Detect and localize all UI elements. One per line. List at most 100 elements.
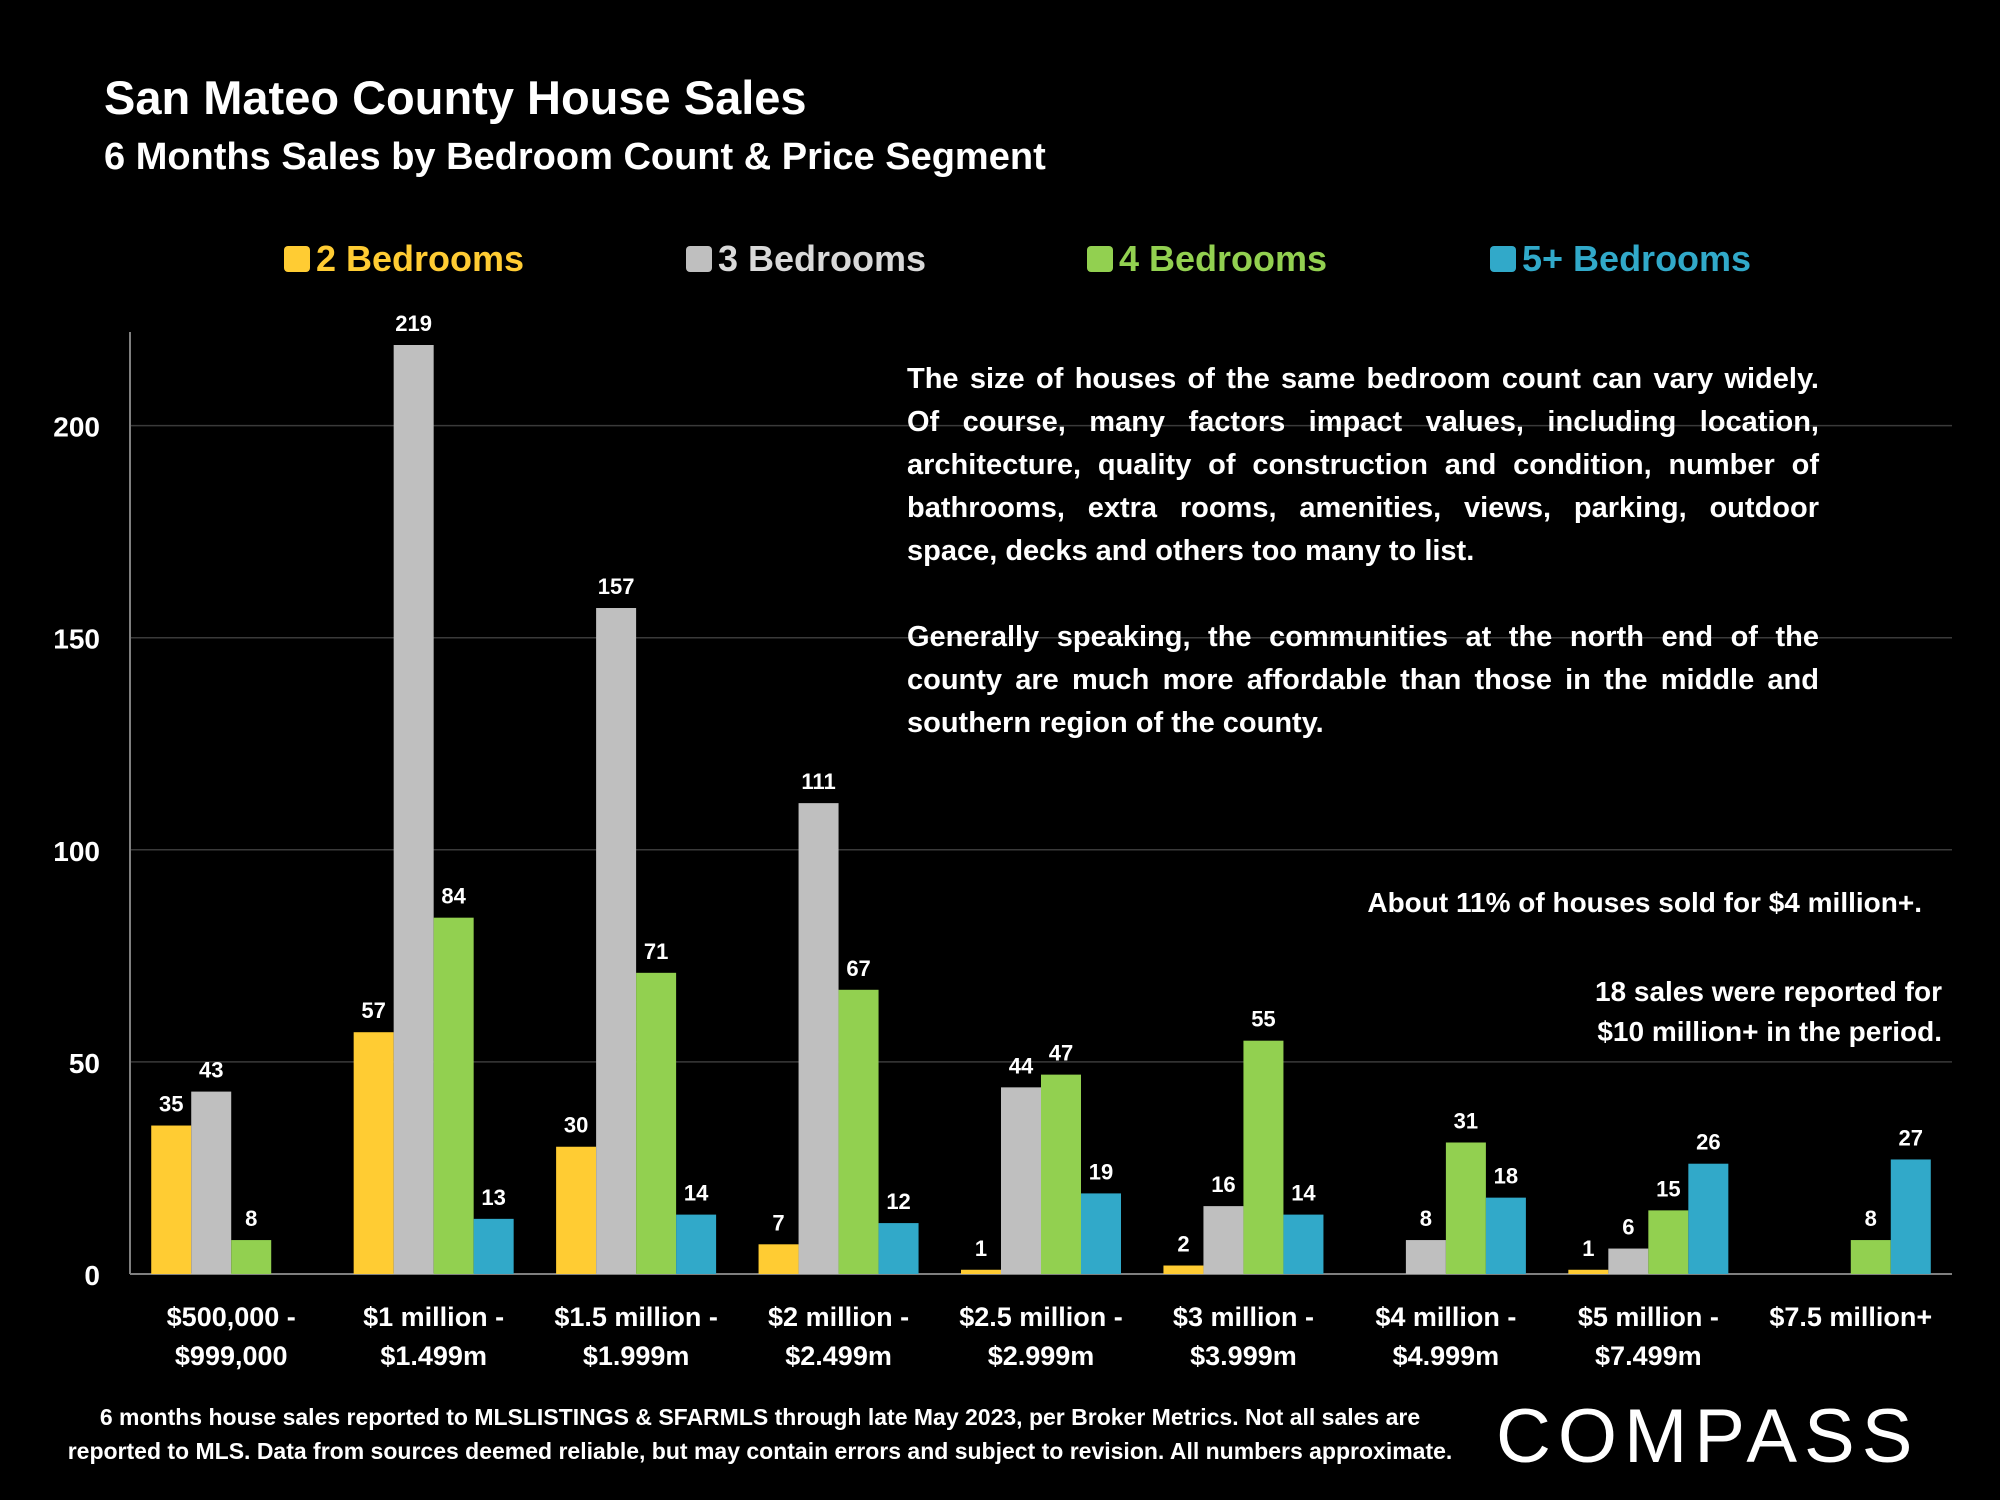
bar <box>1608 1248 1649 1274</box>
y-tick-label: 0 <box>84 1260 100 1291</box>
data-label: 2 <box>1177 1232 1189 1257</box>
bar <box>1445 1142 1486 1274</box>
data-label: 15 <box>1656 1176 1680 1201</box>
bar <box>353 1032 394 1274</box>
data-label: 219 <box>395 311 432 336</box>
x-tick-label: $3.999m <box>1190 1341 1297 1371</box>
x-tick-label: $2 million - <box>768 1302 909 1332</box>
x-tick-label: $4.999m <box>1393 1341 1500 1371</box>
x-tick-label: $2.499m <box>785 1341 892 1371</box>
data-label: 1 <box>975 1236 987 1261</box>
bar <box>758 1244 799 1274</box>
x-tick-label: $2.999m <box>988 1341 1095 1371</box>
data-label: 12 <box>886 1189 910 1214</box>
legend-swatch <box>1490 246 1516 272</box>
bar <box>556 1146 597 1274</box>
footnote-line: 6 months house sales reported to MLSLIST… <box>99 1404 1421 1430</box>
bar <box>838 989 879 1274</box>
bar <box>433 917 474 1274</box>
data-label: 13 <box>481 1185 505 1210</box>
data-label: 30 <box>564 1113 588 1138</box>
compass-logo: COMPASS <box>1496 1394 1920 1479</box>
annotation-note: 18 sales were reported for $10 million+ … <box>1595 972 1942 1052</box>
data-label: 44 <box>1009 1053 1034 1078</box>
annotation-text-block: The size of houses of the same bedroom c… <box>907 358 1819 788</box>
y-tick-label: 100 <box>53 836 100 867</box>
legend-label: 3 Bedrooms <box>718 238 927 279</box>
bar <box>1485 1197 1526 1274</box>
chart-subtitle: 6 Months Sales by Bedroom Count & Price … <box>104 136 1046 178</box>
bar <box>1688 1163 1729 1274</box>
legend-item-4-bedrooms: 4 Bedrooms <box>1087 238 1327 280</box>
bar <box>1203 1206 1244 1274</box>
data-label: 71 <box>644 939 668 964</box>
bar <box>473 1218 514 1274</box>
data-label: 8 <box>245 1206 257 1231</box>
data-label: 14 <box>684 1181 709 1206</box>
bar <box>1850 1240 1891 1274</box>
bar <box>151 1125 192 1274</box>
data-label: 47 <box>1049 1041 1073 1066</box>
legend-item-2-bedrooms: 2 Bedrooms <box>284 238 524 280</box>
x-tick-label: $2.5 million - <box>959 1302 1123 1332</box>
data-label: 31 <box>1454 1108 1478 1133</box>
data-label: 35 <box>159 1092 183 1117</box>
data-label: 1 <box>1582 1236 1594 1261</box>
legend-swatch <box>1087 246 1113 272</box>
data-label: 67 <box>846 956 870 981</box>
bar <box>1405 1240 1446 1274</box>
data-label: 26 <box>1696 1130 1720 1155</box>
data-label: 8 <box>1420 1206 1432 1231</box>
bar <box>231 1240 272 1274</box>
x-tick-label: $1 million - <box>363 1302 504 1332</box>
footnote-line: reported to MLS. Data from sources deeme… <box>67 1438 1453 1464</box>
y-tick-label: 50 <box>69 1048 100 1079</box>
data-label: 16 <box>1211 1172 1235 1197</box>
bar <box>1243 1040 1284 1274</box>
y-tick-label: 150 <box>53 624 100 655</box>
bar <box>961 1269 1001 1274</box>
legend-item-3-bedrooms: 3 Bedrooms <box>686 238 926 280</box>
data-label: 111 <box>801 769 835 794</box>
bar <box>1648 1210 1689 1274</box>
data-label: 43 <box>199 1058 223 1083</box>
bar <box>636 972 677 1274</box>
legend-label: 4 Bedrooms <box>1119 238 1328 279</box>
data-label: 55 <box>1251 1007 1275 1032</box>
bar <box>1001 1087 1041 1274</box>
x-tick-label: $5 million - <box>1578 1302 1719 1332</box>
legend-label: 2 Bedrooms <box>316 238 525 279</box>
footnote: 6 months house sales reported to MLSLIST… <box>20 1400 1500 1468</box>
bar <box>596 608 637 1274</box>
x-tick-label: $500,000 - <box>167 1302 296 1332</box>
data-label: 14 <box>1291 1181 1316 1206</box>
legend-item-5-bedrooms: 5+ Bedrooms <box>1490 238 1751 280</box>
x-tick-label: $1.499m <box>380 1341 487 1371</box>
data-label: 84 <box>441 884 466 909</box>
annotation-note: About 11% of houses sold for $4 million+… <box>1367 887 1922 918</box>
data-label: 19 <box>1089 1159 1113 1184</box>
x-tick-label: $7.499m <box>1595 1341 1702 1371</box>
annotation-note-line: $10 million+ in the period. <box>1597 1016 1942 1047</box>
bar <box>393 345 434 1274</box>
bar <box>676 1214 717 1274</box>
bar <box>191 1091 232 1274</box>
bar <box>1081 1193 1121 1274</box>
legend-swatch <box>686 246 712 272</box>
y-tick-label: 200 <box>53 412 100 443</box>
bar <box>1890 1159 1931 1274</box>
data-label: 18 <box>1494 1164 1518 1189</box>
bar <box>798 803 839 1274</box>
bar <box>878 1223 919 1274</box>
x-tick-label: $3 million - <box>1173 1302 1314 1332</box>
x-tick-label: $1.999m <box>583 1341 690 1371</box>
data-label: 57 <box>361 998 385 1023</box>
bar <box>1568 1269 1609 1274</box>
bar <box>1163 1265 1204 1274</box>
data-label: 27 <box>1899 1125 1923 1150</box>
legend-label: 5+ Bedrooms <box>1522 238 1752 279</box>
annotation-paragraph: Generally speaking, the communities at t… <box>907 621 1819 739</box>
data-label: 6 <box>1622 1215 1634 1240</box>
x-tick-label: $999,000 <box>175 1341 288 1371</box>
annotation-note-line: 18 sales were reported for <box>1594 976 1942 1007</box>
